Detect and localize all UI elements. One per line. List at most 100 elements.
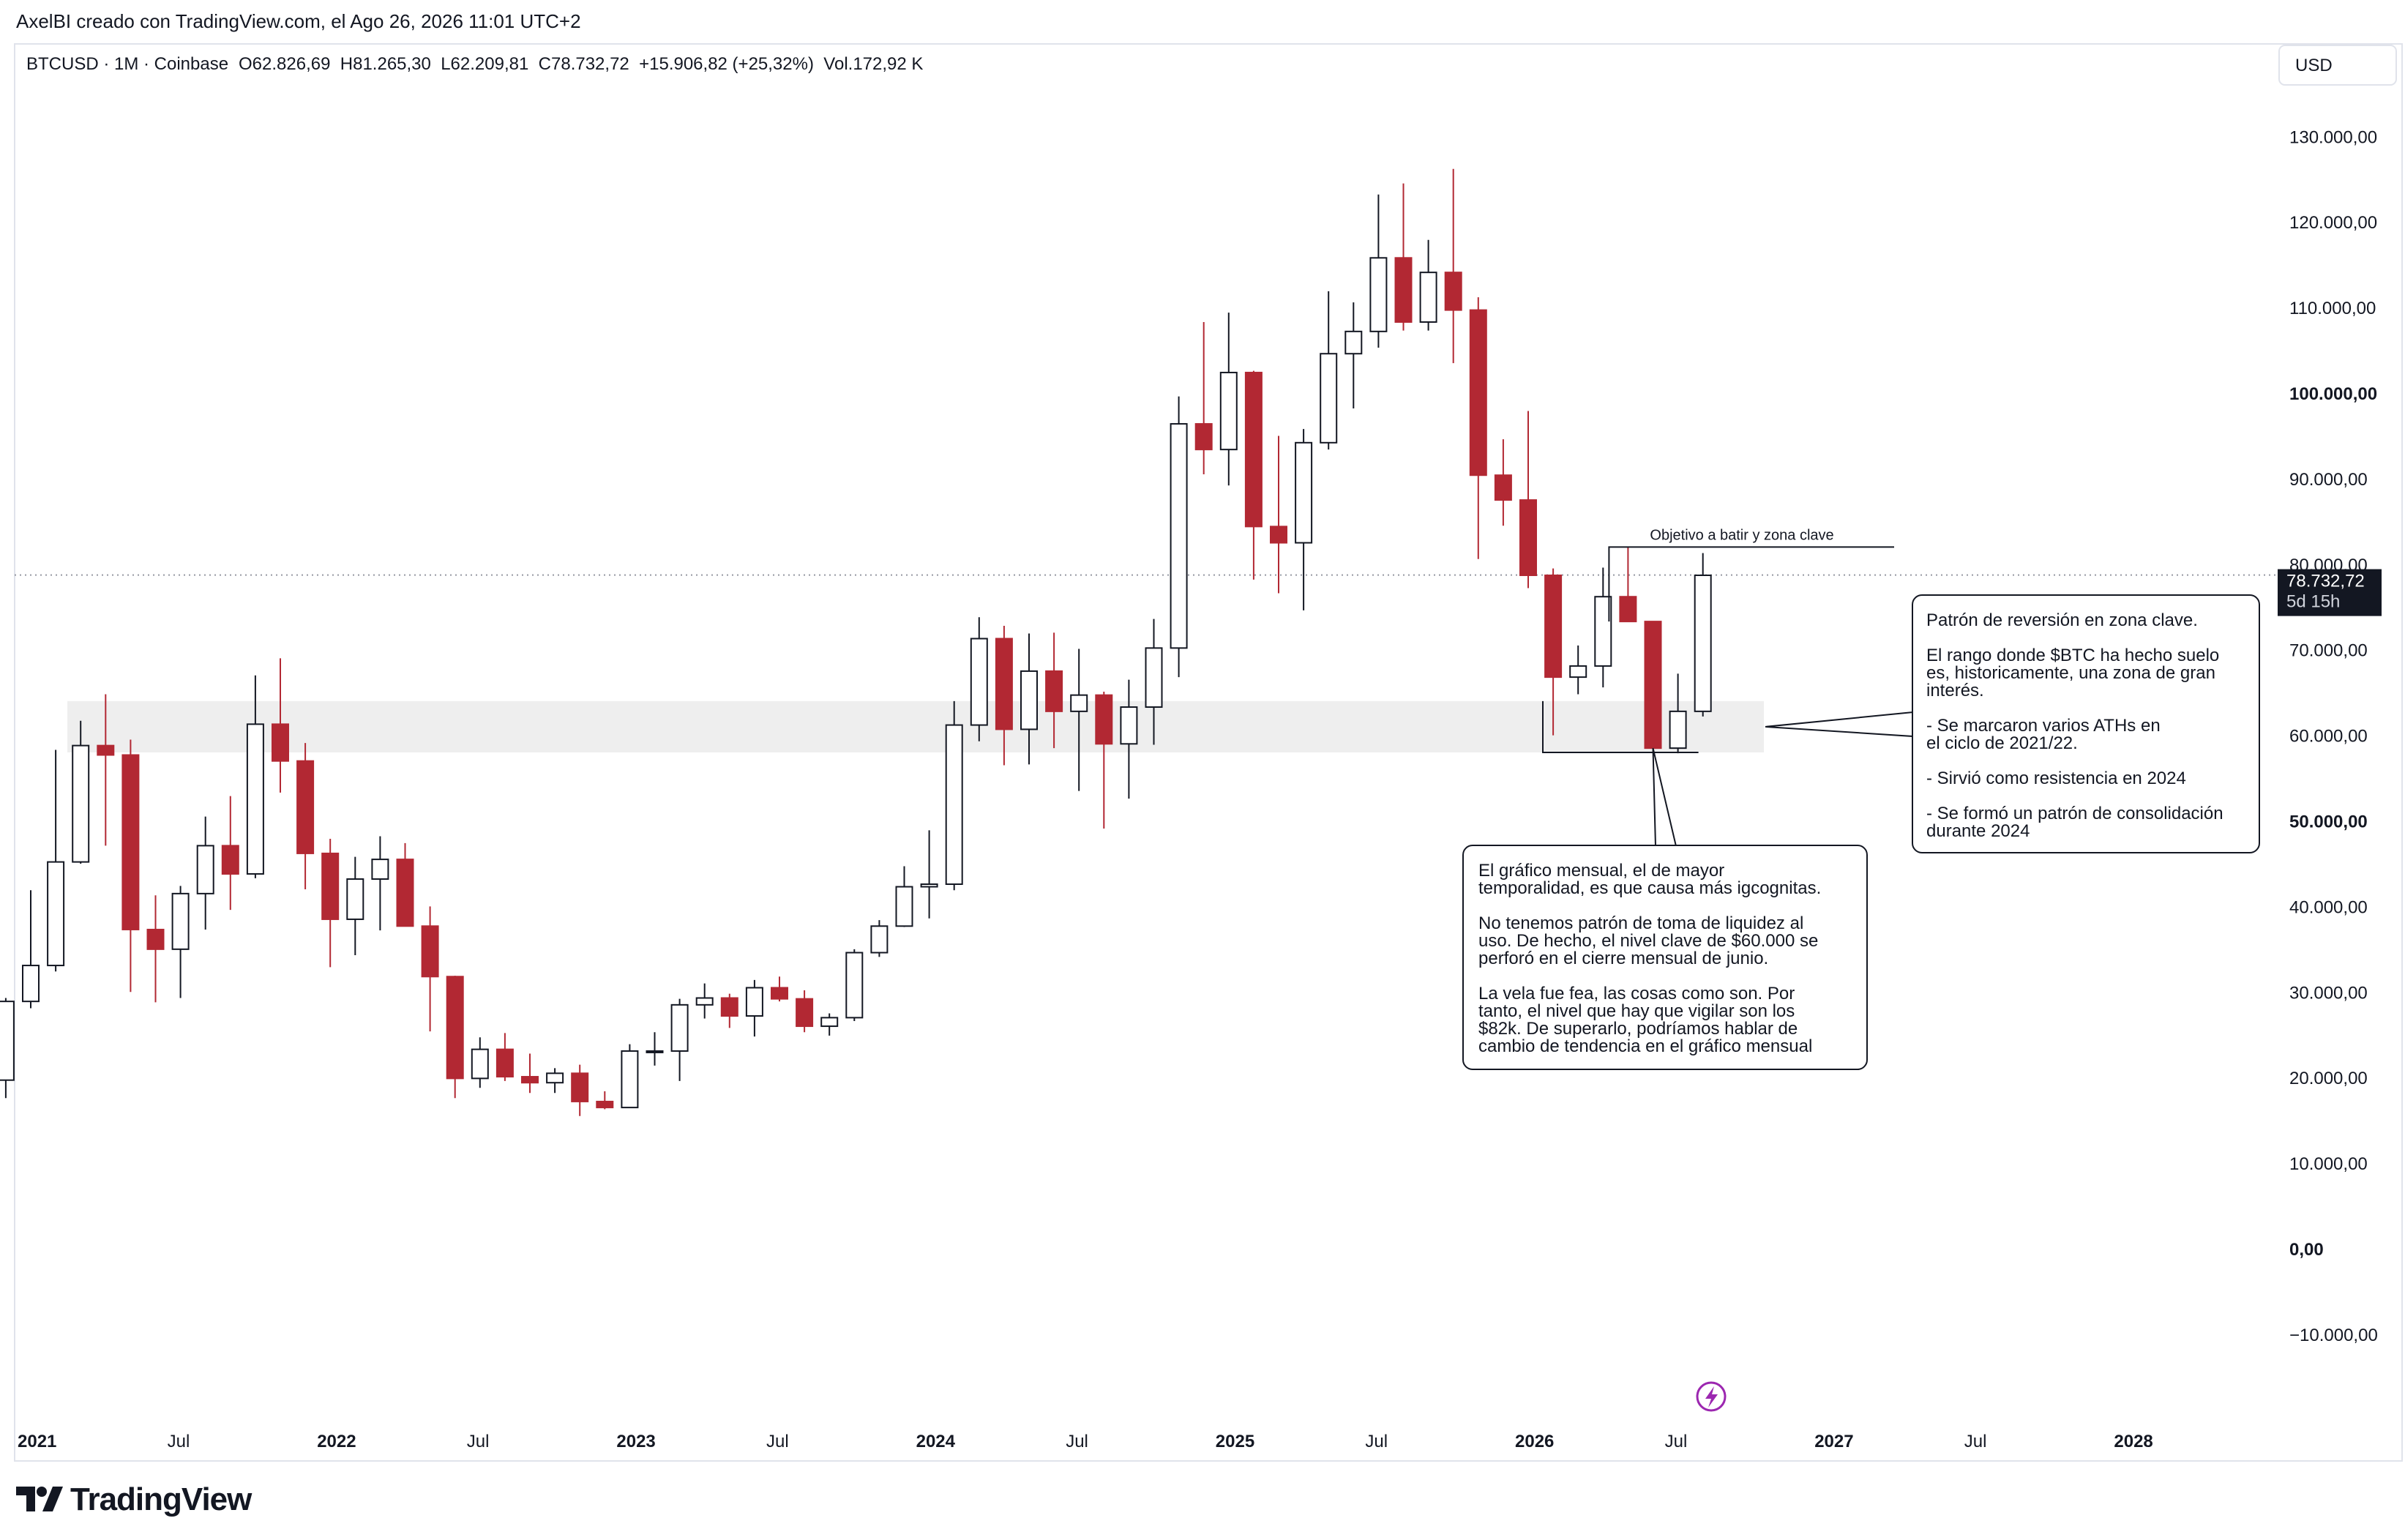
candle-body bbox=[1544, 574, 1563, 679]
time-tick-label: 2021 bbox=[18, 1432, 56, 1451]
candles bbox=[0, 168, 1712, 1116]
candle-body bbox=[771, 987, 788, 1000]
candle-up bbox=[945, 700, 963, 891]
candle-body bbox=[670, 1003, 689, 1052]
candle-body bbox=[47, 861, 65, 967]
time-tick-label: 2022 bbox=[317, 1432, 356, 1451]
candle-up bbox=[646, 1032, 664, 1066]
time-tick-label: Jul bbox=[766, 1432, 789, 1451]
candle-up bbox=[845, 949, 864, 1022]
price-tick-label: 130.000,00 bbox=[2289, 127, 2377, 147]
candle-body bbox=[321, 852, 340, 920]
symbol-label[interactable]: BTCUSD · 1M · Coinbase bbox=[26, 54, 228, 74]
candle-up bbox=[346, 856, 364, 956]
time-tick-label: Jul bbox=[1964, 1432, 1987, 1451]
candle-up bbox=[870, 920, 889, 957]
annotation-box-monthly[interactable]: El gráfico mensual, el de mayor temporal… bbox=[1462, 845, 1868, 1070]
monthly-paragraph-2: No tenemos patrón de toma de liquidez al… bbox=[1478, 913, 1819, 968]
currency-label: USD bbox=[2295, 56, 2333, 75]
price-axis[interactable]: 130.000,00 120.000,00 110.000,00 100.000,00… bbox=[2289, 127, 2378, 1345]
time-tick-label: 2024 bbox=[916, 1432, 956, 1451]
candle-body bbox=[796, 998, 814, 1028]
candle-body bbox=[920, 883, 938, 888]
candle-down bbox=[1244, 370, 1263, 580]
reversal-bullet-3: - Se formó un patrón de consolidación du… bbox=[1926, 804, 2223, 841]
candle-body bbox=[1469, 309, 1487, 476]
annotation-box-reversal[interactable]: Patrón de reversión en zona clave. El ra… bbox=[1912, 594, 2260, 853]
candle-up bbox=[970, 617, 988, 741]
candle-body bbox=[1444, 272, 1462, 311]
candle-down bbox=[720, 993, 738, 1028]
candle-body bbox=[970, 638, 988, 726]
price-tick-label: 0,00 bbox=[2289, 1240, 2324, 1260]
lightning-icon[interactable] bbox=[1696, 1381, 1727, 1412]
price-tick-label: 70.000,00 bbox=[2289, 641, 2368, 661]
candle-body bbox=[1194, 423, 1213, 451]
time-tick-label: Jul bbox=[1665, 1432, 1688, 1451]
candle-body bbox=[0, 1001, 15, 1081]
candle-body bbox=[471, 1048, 489, 1080]
candle-up bbox=[745, 979, 763, 1037]
objective-label: Objetivo a batir y zona clave bbox=[1650, 527, 1833, 543]
candle-body bbox=[246, 723, 264, 875]
candle-body bbox=[1369, 257, 1388, 332]
candle-body bbox=[745, 987, 763, 1017]
tradingview-logo[interactable]: TradingView bbox=[16, 1481, 252, 1518]
candle-up bbox=[920, 830, 938, 919]
zone-bracket-line bbox=[1542, 700, 1699, 753]
candle-down bbox=[1270, 436, 1287, 594]
candle-body bbox=[646, 1050, 664, 1053]
time-axis[interactable]: 2021 Jul 2022 Jul 2023 Jul 2024 Jul 2025 Jul 2026 J… bbox=[18, 1432, 2153, 1451]
candle-up bbox=[196, 816, 214, 930]
candle-up bbox=[1569, 645, 1587, 695]
candle-body bbox=[272, 723, 289, 762]
price-tick-label: 120.000,00 bbox=[2289, 213, 2377, 233]
candle-body bbox=[596, 1100, 614, 1109]
candle-body bbox=[97, 744, 115, 756]
candle-body bbox=[371, 859, 389, 880]
candle-up bbox=[471, 1037, 489, 1088]
candle-body bbox=[995, 638, 1013, 730]
tradingview-logo-text: TradingView bbox=[70, 1481, 252, 1517]
candle-body bbox=[296, 760, 315, 854]
candle-down bbox=[1544, 568, 1563, 736]
candle-down bbox=[1469, 297, 1487, 559]
annotation-lines bbox=[1542, 546, 1914, 847]
candle-body bbox=[870, 925, 889, 954]
time-tick-label: 2027 bbox=[1814, 1432, 1853, 1451]
candle-down bbox=[521, 1053, 539, 1094]
candle-down bbox=[1619, 547, 1637, 623]
candle-body bbox=[1120, 706, 1138, 745]
candle-down bbox=[396, 842, 414, 927]
candle-body bbox=[1419, 272, 1437, 323]
candle-up bbox=[1170, 396, 1188, 678]
candle-up bbox=[1594, 567, 1612, 688]
candle-body bbox=[1320, 353, 1338, 444]
candle-down bbox=[121, 739, 140, 993]
candle-body bbox=[22, 965, 40, 1003]
chart-caption: AxelBI creado con TradingView.com, el Ag… bbox=[16, 10, 581, 32]
candle-up bbox=[1120, 679, 1138, 799]
monthly-paragraph-3: La vela fue fea, las cosas como son. Por… bbox=[1478, 984, 1813, 1056]
candle-body bbox=[1569, 665, 1587, 679]
candle-down bbox=[1644, 621, 1662, 750]
key-zone bbox=[67, 700, 1764, 752]
candle-up bbox=[695, 983, 714, 1019]
candle-body bbox=[1669, 710, 1687, 750]
time-tick-label: Jul bbox=[1066, 1432, 1088, 1451]
candle-body bbox=[571, 1072, 589, 1102]
candle-body bbox=[695, 997, 714, 1006]
candle-body bbox=[1170, 423, 1188, 649]
currency-button[interactable] bbox=[2278, 45, 2397, 86]
candle-down bbox=[97, 694, 115, 846]
candle-body bbox=[1070, 694, 1088, 712]
price-tick-label: −10.000,00 bbox=[2289, 1326, 2378, 1345]
candle-up bbox=[670, 998, 689, 1081]
candle-up bbox=[1320, 291, 1338, 450]
candle-down bbox=[321, 839, 340, 968]
candle-body bbox=[446, 976, 464, 1080]
candle-down bbox=[446, 976, 464, 1099]
candle-body bbox=[346, 878, 364, 920]
price-tick-label: 60.000,00 bbox=[2289, 727, 2368, 747]
candle-up bbox=[546, 1068, 564, 1094]
